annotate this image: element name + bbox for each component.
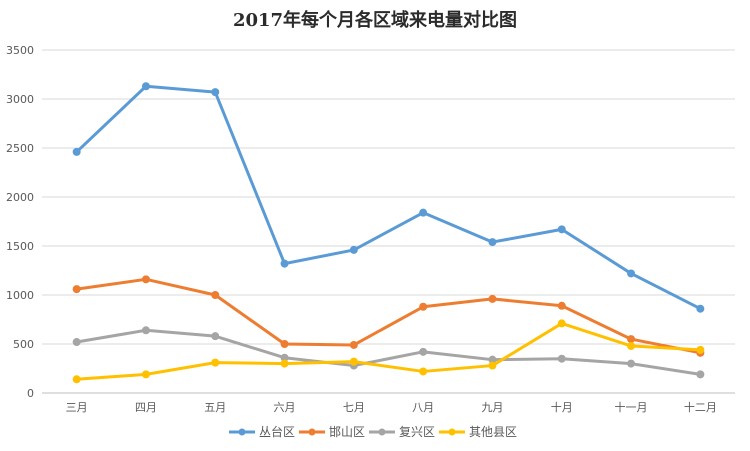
- data-point: [349, 245, 358, 254]
- legend-swatch-marker: [238, 428, 246, 436]
- data-point: [627, 335, 636, 344]
- data-point: [557, 301, 566, 310]
- data-point: [280, 259, 289, 268]
- x-tick-label: 十一月: [615, 400, 648, 414]
- data-point: [419, 208, 428, 217]
- data-point: [211, 88, 220, 97]
- x-tick-label: 十二月: [684, 400, 717, 414]
- series-line: [75, 321, 702, 381]
- legend-swatch-marker: [448, 428, 456, 436]
- series-4: [72, 319, 705, 384]
- x-tick-label: 三月: [66, 401, 88, 414]
- data-point: [488, 355, 497, 364]
- legend-item: 丛台区: [229, 424, 295, 439]
- series-line: [75, 84, 702, 311]
- data-point: [627, 341, 636, 350]
- gridlines: [42, 49, 735, 394]
- y-axis-ticks: 0 500 1000 1500 2000 2500 3000 3500: [6, 44, 34, 400]
- data-point: [72, 338, 81, 347]
- x-tick-label: 六月: [274, 401, 296, 414]
- data-point: [349, 357, 358, 366]
- x-tick-label: 四月: [135, 401, 157, 414]
- legend-item: 复兴区: [369, 425, 435, 439]
- legend-label: 其他县区: [469, 425, 517, 439]
- data-point: [280, 353, 289, 362]
- data-point: [72, 285, 81, 294]
- x-axis-ticks: 三月 四月 五月 六月 七月 八月 九月 十月 十一月 十二月: [66, 400, 717, 414]
- y-tick-label: 0: [27, 387, 34, 400]
- data-point: [280, 340, 289, 348]
- legend-swatch-marker: [308, 428, 316, 436]
- data-point: [349, 340, 358, 349]
- data-point: [696, 304, 705, 313]
- data-point: [419, 367, 428, 376]
- data-point: [72, 375, 81, 384]
- data-point: [419, 347, 428, 356]
- series-lines: [72, 82, 705, 384]
- legend-swatch-marker: [378, 428, 386, 436]
- data-point: [557, 319, 566, 328]
- data-point: [141, 326, 150, 335]
- y-tick-label: 2500: [6, 142, 34, 155]
- data-point: [211, 358, 220, 367]
- y-tick-label: 500: [13, 338, 34, 351]
- legend-label: 复兴区: [399, 425, 435, 439]
- y-tick-label: 3000: [6, 93, 34, 106]
- chart-title: 2017年每个月各区域来电量对比图: [233, 9, 517, 31]
- y-tick-label: 3500: [6, 44, 34, 57]
- data-point: [280, 359, 289, 368]
- legend-label: 邯山区: [329, 424, 365, 439]
- legend-item: 邯山区: [299, 424, 365, 439]
- data-point: [627, 269, 636, 278]
- data-point: [141, 275, 150, 284]
- series-1: [72, 82, 705, 313]
- series-2: [72, 275, 705, 357]
- x-tick-label: 十月: [551, 400, 573, 414]
- x-tick-label: 七月: [343, 401, 365, 414]
- data-point: [141, 370, 150, 379]
- y-tick-label: 2000: [6, 191, 34, 204]
- legend: 丛台区 邯山区 复兴区 其他县区: [229, 424, 517, 439]
- data-point: [211, 291, 220, 299]
- x-tick-label: 八月: [412, 401, 434, 414]
- y-tick-label: 1000: [6, 289, 34, 302]
- data-point: [696, 370, 705, 379]
- data-point: [696, 345, 705, 354]
- series-3: [72, 326, 705, 379]
- data-point: [488, 238, 497, 247]
- series-line: [75, 277, 702, 355]
- x-tick-label: 五月: [204, 401, 226, 414]
- data-point: [141, 82, 150, 91]
- y-tick-label: 1500: [6, 240, 34, 253]
- x-tick-label: 九月: [481, 401, 503, 414]
- data-point: [557, 225, 566, 234]
- data-point: [557, 354, 566, 363]
- data-point: [488, 294, 497, 303]
- series-line: [75, 328, 702, 376]
- data-point: [72, 147, 81, 156]
- data-point: [627, 359, 636, 368]
- data-point: [419, 302, 428, 311]
- legend-item: 其他县区: [439, 425, 517, 439]
- legend-label: 丛台区: [259, 424, 295, 439]
- data-point: [488, 361, 497, 370]
- data-point: [211, 332, 220, 341]
